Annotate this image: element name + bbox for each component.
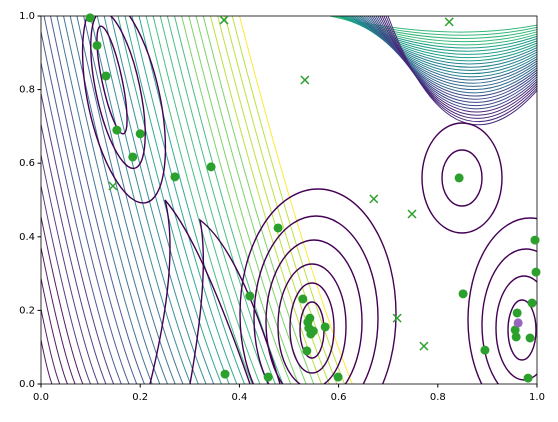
contour-line <box>41 62 122 384</box>
contour-line <box>152 16 261 384</box>
point <box>454 173 464 183</box>
point <box>308 326 318 336</box>
point <box>531 267 541 277</box>
contour-line <box>43 16 138 384</box>
point <box>458 289 468 299</box>
x-tick-label: 1.0 <box>529 392 545 403</box>
contour-line <box>217 16 330 384</box>
contour-line <box>41 124 107 384</box>
contour-line <box>381 16 537 116</box>
contour-line <box>89 16 192 384</box>
contour-line <box>41 309 61 384</box>
point <box>245 291 255 301</box>
y-tick-label: 0.8 <box>19 85 35 96</box>
contour-line <box>239 16 353 384</box>
x-tick-label: 0.4 <box>231 392 247 403</box>
point <box>85 13 95 23</box>
point <box>527 298 537 308</box>
contour-line <box>224 16 338 384</box>
point-cross <box>108 181 118 191</box>
point <box>92 40 102 50</box>
y-tick-label: 0.4 <box>19 232 35 243</box>
contour-line <box>117 16 222 384</box>
contour-line <box>159 16 269 384</box>
contour-line <box>202 16 315 384</box>
point <box>206 162 216 172</box>
point <box>305 313 315 323</box>
point <box>273 223 283 233</box>
contour-line <box>83 16 184 384</box>
point <box>302 346 312 356</box>
contour-line <box>96 16 199 384</box>
y-tick-label: 0.0 <box>19 379 35 390</box>
point <box>512 308 522 318</box>
contour-line <box>103 16 207 384</box>
contour-line <box>174 16 284 384</box>
contour-line <box>181 16 292 384</box>
point <box>530 235 540 245</box>
contour-line <box>385 16 537 123</box>
contour-line <box>145 16 253 384</box>
point-cross <box>300 75 310 85</box>
contour-line <box>41 155 99 384</box>
point <box>333 372 343 382</box>
point <box>135 129 145 139</box>
contour-line <box>41 247 76 384</box>
contour-line <box>41 31 130 384</box>
x-tick-label: 0.2 <box>132 392 148 403</box>
point <box>510 325 520 335</box>
point <box>511 332 521 342</box>
x-tick-label: 0.6 <box>331 392 347 403</box>
contour-line <box>379 16 537 113</box>
contour-line <box>231 16 346 384</box>
y-tick-label: 1.0 <box>19 11 35 22</box>
point <box>480 345 490 355</box>
contour-basin <box>81 16 537 384</box>
contour-line <box>124 16 230 384</box>
contour-line <box>209 16 322 384</box>
point-cross <box>407 209 417 219</box>
contour-line <box>41 278 68 384</box>
contour-line <box>188 16 299 384</box>
contour-line <box>49 16 145 384</box>
point <box>170 172 180 182</box>
contour-line <box>41 185 91 384</box>
contour-line <box>56 16 153 384</box>
contour-line <box>41 93 115 384</box>
point <box>523 373 533 383</box>
point <box>101 71 111 81</box>
point <box>525 333 535 343</box>
point-cross <box>444 17 454 27</box>
contour-line <box>63 16 161 384</box>
contour-line <box>69 16 168 384</box>
x-tick-label: 0.8 <box>430 392 446 403</box>
point <box>263 372 273 382</box>
point <box>112 125 122 135</box>
contour-field <box>41 16 537 384</box>
contour-line <box>76 16 176 384</box>
contour-line <box>131 16 238 384</box>
plot-frame <box>40 15 538 385</box>
point-cross <box>392 313 402 323</box>
point <box>220 369 230 379</box>
x-tick-label: 0.0 <box>33 392 49 403</box>
contour-line <box>138 16 245 384</box>
contour-line <box>166 16 276 384</box>
point-cross <box>419 341 429 351</box>
y-tick-label: 0.2 <box>19 305 35 316</box>
y-tick-label: 0.6 <box>19 158 35 169</box>
point <box>128 152 138 162</box>
contour-line <box>41 216 84 384</box>
point-cross <box>369 194 379 204</box>
point-cross <box>219 15 229 25</box>
contour-line <box>41 339 53 384</box>
contour-line <box>383 16 537 119</box>
contour-line <box>195 16 307 384</box>
point <box>298 294 308 304</box>
point <box>513 318 523 328</box>
point <box>320 322 330 332</box>
